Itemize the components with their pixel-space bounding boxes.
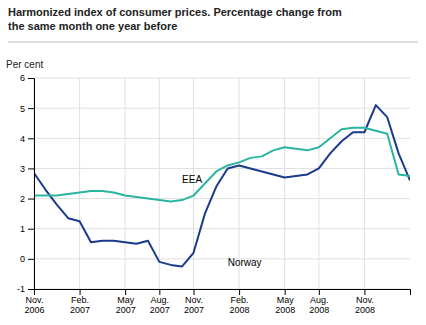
y-tick-label: 5 bbox=[20, 104, 25, 114]
x-tick-label: Feb.2008 bbox=[230, 295, 250, 315]
x-tick-label-line: Feb. bbox=[231, 295, 249, 305]
grid-line-y bbox=[34, 78, 410, 79]
x-tick-mark bbox=[125, 289, 126, 295]
x-tick: Aug.2008 bbox=[309, 289, 329, 315]
y-tick-label: 4 bbox=[20, 134, 25, 144]
y-tick: 6 bbox=[20, 73, 34, 83]
title-line: the same month one year before bbox=[8, 20, 177, 32]
x-tick-label-line: Nov. bbox=[185, 295, 203, 305]
y-tick-mark bbox=[28, 168, 34, 169]
x-tick-label: Feb.2007 bbox=[70, 295, 90, 315]
grid-line-x bbox=[284, 78, 285, 289]
grid-line-y bbox=[34, 198, 410, 199]
x-tick: Feb.2008 bbox=[230, 289, 250, 315]
x-tick-label-line: 2007 bbox=[150, 305, 170, 315]
grid-line-x bbox=[79, 78, 80, 289]
y-tick-label: -1 bbox=[17, 284, 25, 294]
series-line bbox=[34, 105, 410, 266]
y-tick: 2 bbox=[20, 194, 34, 204]
x-axis: Nov.2006Feb.2007May2007Aug.2007Nov.2007F… bbox=[24, 289, 410, 315]
annotations: Norway EEA bbox=[182, 174, 261, 268]
x-tick-mark bbox=[364, 289, 365, 295]
grid-line-x bbox=[364, 78, 365, 289]
x-tick: May2007 bbox=[116, 289, 136, 315]
grid-line-x bbox=[318, 78, 319, 289]
x-tick: Feb.2007 bbox=[70, 289, 90, 315]
x-tick-label-line: May bbox=[277, 295, 295, 305]
x-tick-label-line: Aug. bbox=[151, 295, 170, 305]
y-tick-mark bbox=[28, 199, 34, 200]
x-tick-label-line: Feb. bbox=[71, 295, 89, 305]
x-tick-label-line: 2007 bbox=[70, 305, 90, 315]
y-tick: -1 bbox=[17, 284, 34, 294]
x-tick-label-line: 2007 bbox=[184, 305, 204, 315]
x-tick-mark bbox=[194, 289, 195, 295]
x-tick-label-line: 2008 bbox=[275, 305, 295, 315]
y-tick: 3 bbox=[20, 164, 34, 174]
y-tick: 1 bbox=[20, 224, 34, 234]
x-tick-label-line: May bbox=[117, 295, 135, 305]
grid-line-x bbox=[125, 78, 126, 289]
plot: Nov.2006Feb.2007May2007Aug.2007Nov.2007F… bbox=[17, 73, 411, 315]
y-axis-title: Per cent bbox=[6, 59, 43, 70]
x-tick-mark bbox=[319, 289, 320, 295]
y-tick-label: 3 bbox=[20, 164, 25, 174]
grid bbox=[34, 78, 410, 289]
grid-line-x bbox=[159, 78, 160, 289]
x-tick-label: May2008 bbox=[275, 295, 295, 315]
y-axis-line bbox=[28, 79, 35, 290]
title-rule bbox=[8, 42, 418, 43]
x-tick-label-line: Nov. bbox=[356, 295, 374, 305]
x-tick-label-line: 2007 bbox=[116, 305, 136, 315]
x-tick: Aug.2007 bbox=[150, 289, 170, 315]
x-tick-label-line: 2006 bbox=[24, 305, 44, 315]
x-tick-mark bbox=[239, 289, 240, 295]
x-tick-label: May2007 bbox=[116, 295, 136, 315]
x-axis-line bbox=[35, 290, 411, 296]
annotation: Norway bbox=[228, 257, 262, 268]
y-tick: 0 bbox=[20, 254, 34, 264]
title: Harmonized index of consumer prices. Per… bbox=[8, 6, 342, 32]
x-tick-label-line: Aug. bbox=[310, 295, 329, 305]
x-tick-label: Aug.2007 bbox=[150, 295, 170, 315]
y-tick-label: 6 bbox=[20, 73, 25, 83]
x-tick-label-line: 2008 bbox=[355, 305, 375, 315]
x-tick-label: Aug.2008 bbox=[309, 295, 329, 315]
annotation: EEA bbox=[182, 174, 202, 185]
x-tick-label-line: Nov. bbox=[26, 295, 44, 305]
grid-line-y bbox=[34, 138, 410, 139]
y-tick-label: 2 bbox=[20, 194, 25, 204]
y-tick-mark bbox=[28, 289, 34, 290]
y-tick-label: 0 bbox=[20, 254, 25, 264]
x-tick: Nov.2006 bbox=[24, 289, 44, 315]
y-tick-mark bbox=[28, 108, 34, 109]
x-tick-mark bbox=[80, 289, 81, 295]
x-tick-label-line: 2008 bbox=[230, 305, 250, 315]
x-tick-label: Nov.2006 bbox=[24, 295, 44, 315]
grid-line-y bbox=[34, 258, 410, 259]
y-tick-mark bbox=[28, 229, 34, 230]
chart: Harmonized index of consumer prices. Per… bbox=[0, 0, 426, 325]
x-tick: May2008 bbox=[275, 289, 295, 315]
y-tick-label: 1 bbox=[20, 224, 25, 234]
x-tick-label-line: 2008 bbox=[309, 305, 329, 315]
x-tick: Nov.2007 bbox=[184, 289, 204, 315]
y-tick-mark bbox=[28, 138, 34, 139]
series-group bbox=[34, 105, 410, 266]
series-line bbox=[34, 128, 410, 202]
grid-line-y bbox=[34, 108, 410, 109]
x-tick-mark bbox=[159, 289, 160, 295]
x-tick-label: Nov.2008 bbox=[355, 295, 375, 315]
title-line: Harmonized index of consumer prices. Per… bbox=[8, 6, 342, 18]
y-tick: 5 bbox=[20, 104, 34, 114]
x-tick-label: Nov.2007 bbox=[184, 295, 204, 315]
x-tick: Nov.2008 bbox=[355, 289, 375, 315]
y-tick-mark bbox=[28, 78, 34, 79]
x-tick-mark bbox=[285, 289, 286, 295]
y-axis: -1 0 1 2 3 4 5 6 bbox=[17, 73, 35, 294]
y-tick: 4 bbox=[20, 134, 34, 144]
grid-line-y bbox=[34, 228, 410, 229]
y-tick-mark bbox=[28, 259, 34, 260]
